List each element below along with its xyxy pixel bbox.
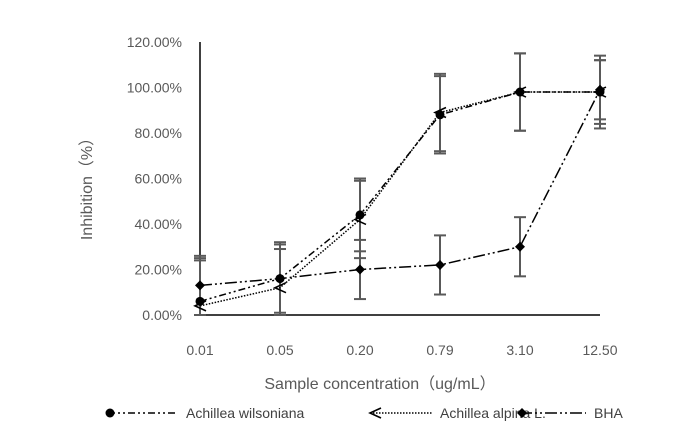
y-tick-label: 60.00%: [135, 171, 182, 187]
series-line: [199, 91, 600, 303]
y-tick-labels: 0.00% 20.00% 40.00% 60.00% 80.00% 100.00% 120.…: [127, 34, 182, 323]
x-axis-title: Sample concentration（ug/mL）: [264, 375, 495, 393]
legend-marker: [105, 408, 115, 418]
data-point: [595, 84, 605, 95]
y-tick-label: 40.00%: [135, 216, 182, 232]
data-point: [433, 106, 447, 119]
legend-item: Achillea wilsoniana: [105, 405, 305, 421]
x-tick-label: 0.01: [186, 342, 213, 358]
data-point: [355, 210, 365, 220]
x-tick-label: 0.79: [426, 342, 453, 358]
y-tick-label: 80.00%: [135, 125, 182, 141]
legend-item: BHA: [517, 405, 623, 421]
data-point: [193, 300, 207, 312]
legend-label: Achillea alpina L.: [440, 405, 546, 421]
x-tick-label: 0.20: [346, 342, 373, 358]
series-line: [199, 91, 600, 307]
data-point: [435, 259, 445, 270]
legend-item: Achillea alpina L.: [368, 405, 546, 421]
series-line: [199, 89, 601, 287]
y-axis-title: Inhibition（%）: [78, 130, 96, 240]
legend-label: Achillea wilsoniana: [186, 405, 305, 421]
x-tick-label: 12.50: [582, 342, 617, 358]
x-tick-label: 3.10: [506, 342, 533, 358]
data-point: [513, 86, 527, 98]
legend-label: BHA: [594, 405, 623, 421]
y-tick-label: 0.00%: [142, 307, 182, 323]
series-lines: [199, 89, 601, 307]
data-point: [353, 213, 367, 226]
x-tick-labels: 0.01 0.05 0.20 0.79 3.10 12.50: [186, 342, 617, 358]
data-point: [195, 296, 205, 306]
legend-marker: [368, 407, 382, 419]
y-tick-label: 20.00%: [135, 262, 182, 278]
data-point: [515, 87, 525, 97]
data-point: [275, 273, 285, 284]
data-point: [355, 264, 365, 275]
legend-marker: [517, 408, 527, 418]
x-tick-label: 0.05: [266, 342, 293, 358]
axes: [199, 42, 600, 316]
data-point: [273, 281, 287, 294]
y-tick-label: 100.00%: [127, 80, 182, 96]
series-markers: [193, 84, 607, 312]
legend: Achillea wilsoniana Achillea alpina L. BHA: [105, 405, 623, 421]
data-point: [515, 241, 525, 252]
y-tick-label: 120.00%: [127, 34, 182, 50]
data-point: [195, 280, 205, 291]
